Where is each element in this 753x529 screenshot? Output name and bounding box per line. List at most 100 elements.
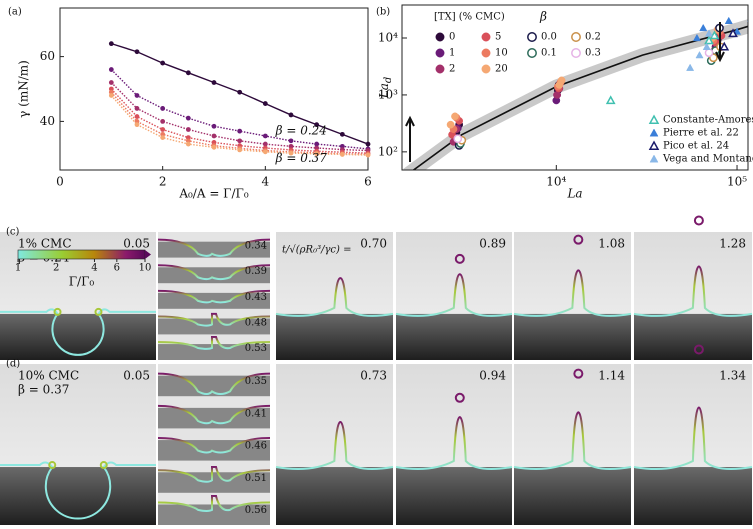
x-axis-label: A₀/A = Γ/Γ₀ bbox=[178, 187, 249, 201]
arrow bbox=[715, 22, 725, 63]
drop bbox=[573, 368, 584, 379]
bubble-cap bbox=[48, 461, 57, 470]
data-point bbox=[185, 141, 191, 147]
data-point bbox=[453, 134, 463, 144]
condition: 1% CMC bbox=[18, 237, 72, 251]
time-label: 0.73 bbox=[360, 369, 387, 383]
panel-label: (d) bbox=[6, 359, 20, 370]
data-point bbox=[185, 115, 191, 121]
data-point bbox=[211, 133, 217, 139]
legend-title: β bbox=[539, 10, 547, 24]
data-point bbox=[237, 89, 243, 95]
photo-liquid bbox=[514, 313, 631, 360]
panel-label: (c) bbox=[6, 227, 20, 238]
strip-liquid bbox=[158, 344, 270, 360]
legend-marker bbox=[648, 114, 660, 124]
strip-interface bbox=[157, 437, 271, 454]
data-point bbox=[108, 80, 114, 85]
data-point bbox=[160, 135, 166, 141]
legend-marker bbox=[481, 32, 491, 42]
legend-label: Pico et al. 24 bbox=[663, 141, 729, 152]
data-point bbox=[108, 67, 114, 72]
bubble-cap bbox=[99, 461, 108, 470]
legend-marker bbox=[649, 128, 659, 137]
data-point bbox=[211, 123, 217, 129]
strip-time: 0.43 bbox=[245, 292, 267, 303]
time-label: 0.05 bbox=[123, 237, 150, 251]
y-tick-label: 60 bbox=[40, 49, 55, 63]
bubble-cap bbox=[94, 307, 103, 316]
strip-liquid bbox=[158, 241, 270, 258]
strip-time: 0.53 bbox=[245, 343, 267, 354]
panel-label: (b) bbox=[376, 7, 390, 18]
data-point bbox=[339, 152, 345, 157]
colorbar bbox=[17, 249, 146, 260]
data-point bbox=[553, 91, 561, 99]
bubble-cap bbox=[53, 307, 62, 316]
legend-label: 0.1 bbox=[541, 48, 557, 59]
legend-marker bbox=[435, 64, 445, 74]
data-point bbox=[314, 122, 320, 128]
data-point bbox=[211, 80, 217, 85]
y-tick-label: 10⁴ bbox=[378, 31, 398, 45]
y-axis-label: γ (mN/m) bbox=[17, 60, 31, 118]
annotation: β = 0.37 bbox=[275, 151, 328, 165]
strip-time: 0.56 bbox=[245, 505, 267, 516]
data-point bbox=[699, 23, 708, 32]
photo-liquid bbox=[396, 313, 512, 360]
strip-interface bbox=[157, 466, 271, 483]
x-tick-label: 10⁴ bbox=[546, 175, 566, 189]
data-point bbox=[262, 101, 268, 106]
legend-label: 20 bbox=[495, 64, 508, 75]
legend-marker bbox=[527, 32, 537, 42]
legend-marker bbox=[435, 32, 445, 42]
data-point bbox=[605, 95, 616, 105]
fit-band bbox=[403, 19, 748, 170]
strip-interface bbox=[157, 238, 271, 257]
data-point bbox=[288, 150, 294, 156]
panel-label: (a) bbox=[8, 7, 22, 18]
data-point bbox=[237, 147, 243, 153]
data-point bbox=[288, 138, 294, 144]
strip-interface bbox=[157, 495, 271, 512]
strip-time: 0.46 bbox=[245, 441, 267, 452]
strip-liquid bbox=[158, 440, 270, 461]
legend-label: 1 bbox=[449, 48, 455, 59]
series-line bbox=[110, 91, 369, 156]
photo-liquid bbox=[0, 467, 156, 525]
photo-liquid bbox=[0, 313, 156, 360]
legend-title: [TX] (% CMC) bbox=[434, 12, 505, 23]
time-label: 0.70 bbox=[360, 237, 387, 251]
data-point bbox=[702, 42, 711, 50]
strip-time: 0.51 bbox=[245, 473, 267, 484]
data-point bbox=[704, 35, 714, 45]
strip-liquid bbox=[158, 407, 270, 429]
data-point bbox=[134, 49, 140, 55]
strip-interface bbox=[157, 289, 271, 304]
annotation: β = 0.24 bbox=[275, 124, 327, 138]
colorbar-tick-label: 4 bbox=[91, 263, 97, 274]
data-point bbox=[728, 28, 738, 38]
data-point bbox=[719, 41, 730, 51]
time-label: 0.05 bbox=[123, 369, 150, 383]
colorbar-label: Γ/Γ₀ bbox=[69, 275, 95, 289]
legend-label: 10 bbox=[495, 48, 508, 59]
data-point bbox=[262, 133, 268, 139]
strip-time: 0.35 bbox=[245, 376, 267, 387]
legend-label: Vega and Montanero 24 bbox=[662, 154, 753, 165]
data-point bbox=[211, 144, 217, 150]
data-point bbox=[134, 122, 140, 128]
series-line bbox=[110, 95, 369, 156]
photo-liquid bbox=[276, 313, 393, 360]
data-point bbox=[709, 30, 720, 40]
data-point bbox=[705, 29, 714, 37]
x-tick-label: 10⁵ bbox=[727, 175, 747, 189]
data-point bbox=[365, 152, 371, 158]
y-tick-label: 10² bbox=[378, 144, 398, 158]
legend-marker bbox=[648, 140, 660, 150]
legend-label: Constante-Amores et al. 21 bbox=[663, 115, 753, 126]
strip-liquid bbox=[158, 504, 270, 525]
data-point bbox=[185, 70, 191, 76]
data-point bbox=[262, 141, 268, 147]
series-line bbox=[110, 69, 369, 150]
